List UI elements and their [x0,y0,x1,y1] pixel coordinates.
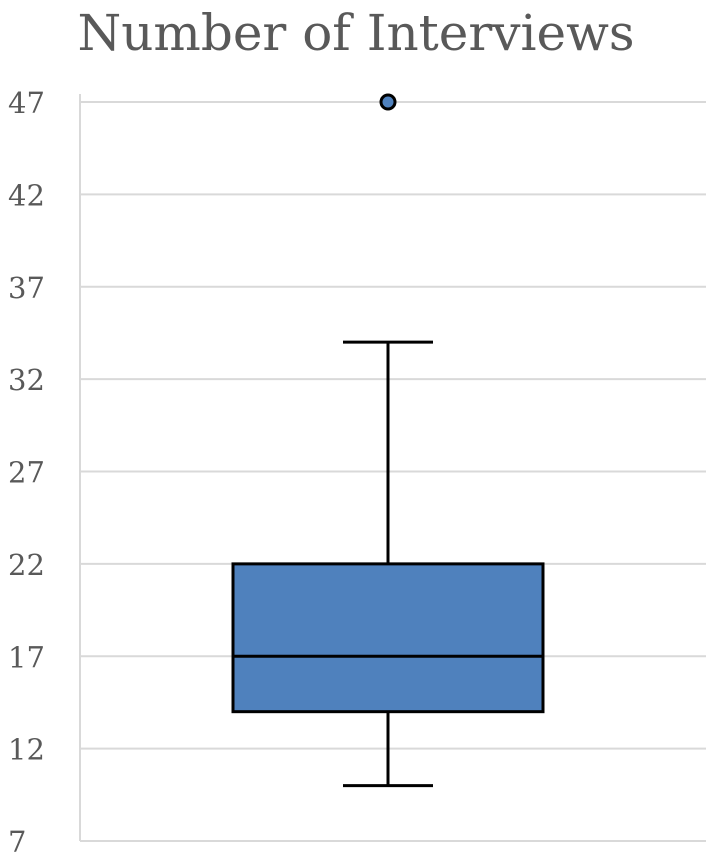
y-tick-label: 37 [8,271,45,305]
interquartile-box [231,562,545,714]
box-plot [231,93,545,788]
y-axis-tick-labels: 7 12 17 22 27 32 37 42 47 [8,86,45,859]
y-tick-label: 32 [8,363,45,397]
y-tick-label: 7 [8,825,26,859]
y-tick-label: 27 [8,456,45,490]
y-tick-label: 42 [8,178,45,212]
outlier-point [379,93,397,111]
gridlines [80,101,706,842]
y-tick-label: 17 [8,640,45,674]
chart-title: Number of Interviews [77,4,634,62]
y-tick-label: 12 [8,733,45,767]
y-tick-label: 47 [8,86,45,120]
y-tick-label: 22 [8,548,45,582]
